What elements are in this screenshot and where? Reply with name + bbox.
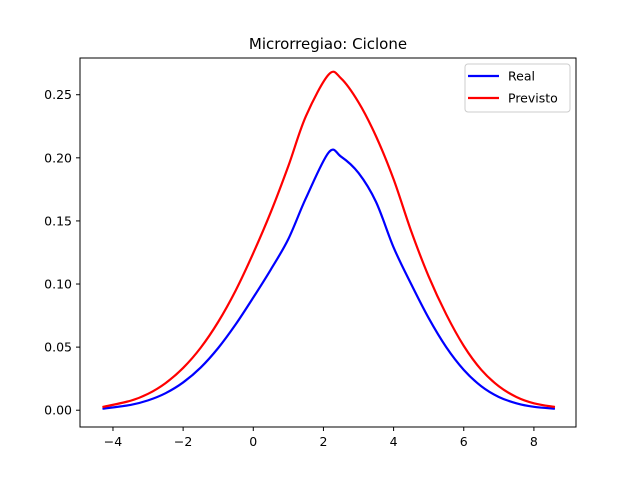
series-line-previsto [102, 70, 556, 409]
y-tick-label: 0.05 [44, 340, 72, 355]
x-tick-label: 8 [530, 434, 538, 449]
series-layer [102, 70, 556, 410]
x-tick-label: 0 [249, 434, 257, 449]
x-tick-label: 6 [460, 434, 468, 449]
chart-title: Microrregiao: Ciclone [249, 35, 407, 53]
y-tick-label: 0.15 [44, 213, 72, 228]
y-tick-label: 0.20 [44, 150, 72, 165]
y-tick-label: 0.25 [44, 87, 72, 102]
legend: Real Previsto [464, 63, 571, 113]
x-axis: −4 −2 0 2 4 6 8 [104, 427, 538, 449]
plot-frame [79, 57, 577, 428]
series-line-real [102, 148, 556, 410]
x-tick-label: 4 [390, 434, 398, 449]
y-tick-label: 0.00 [44, 403, 72, 418]
x-tick-label: 2 [319, 434, 327, 449]
x-tick-label: −2 [174, 434, 192, 449]
x-tick-label: −4 [104, 434, 122, 449]
legend-label-real: Real [508, 69, 535, 84]
y-axis: 0.00 0.05 0.10 0.15 0.20 0.25 [44, 87, 80, 418]
y-tick-label: 0.10 [44, 277, 72, 292]
legend-label-previsto: Previsto [508, 91, 558, 106]
